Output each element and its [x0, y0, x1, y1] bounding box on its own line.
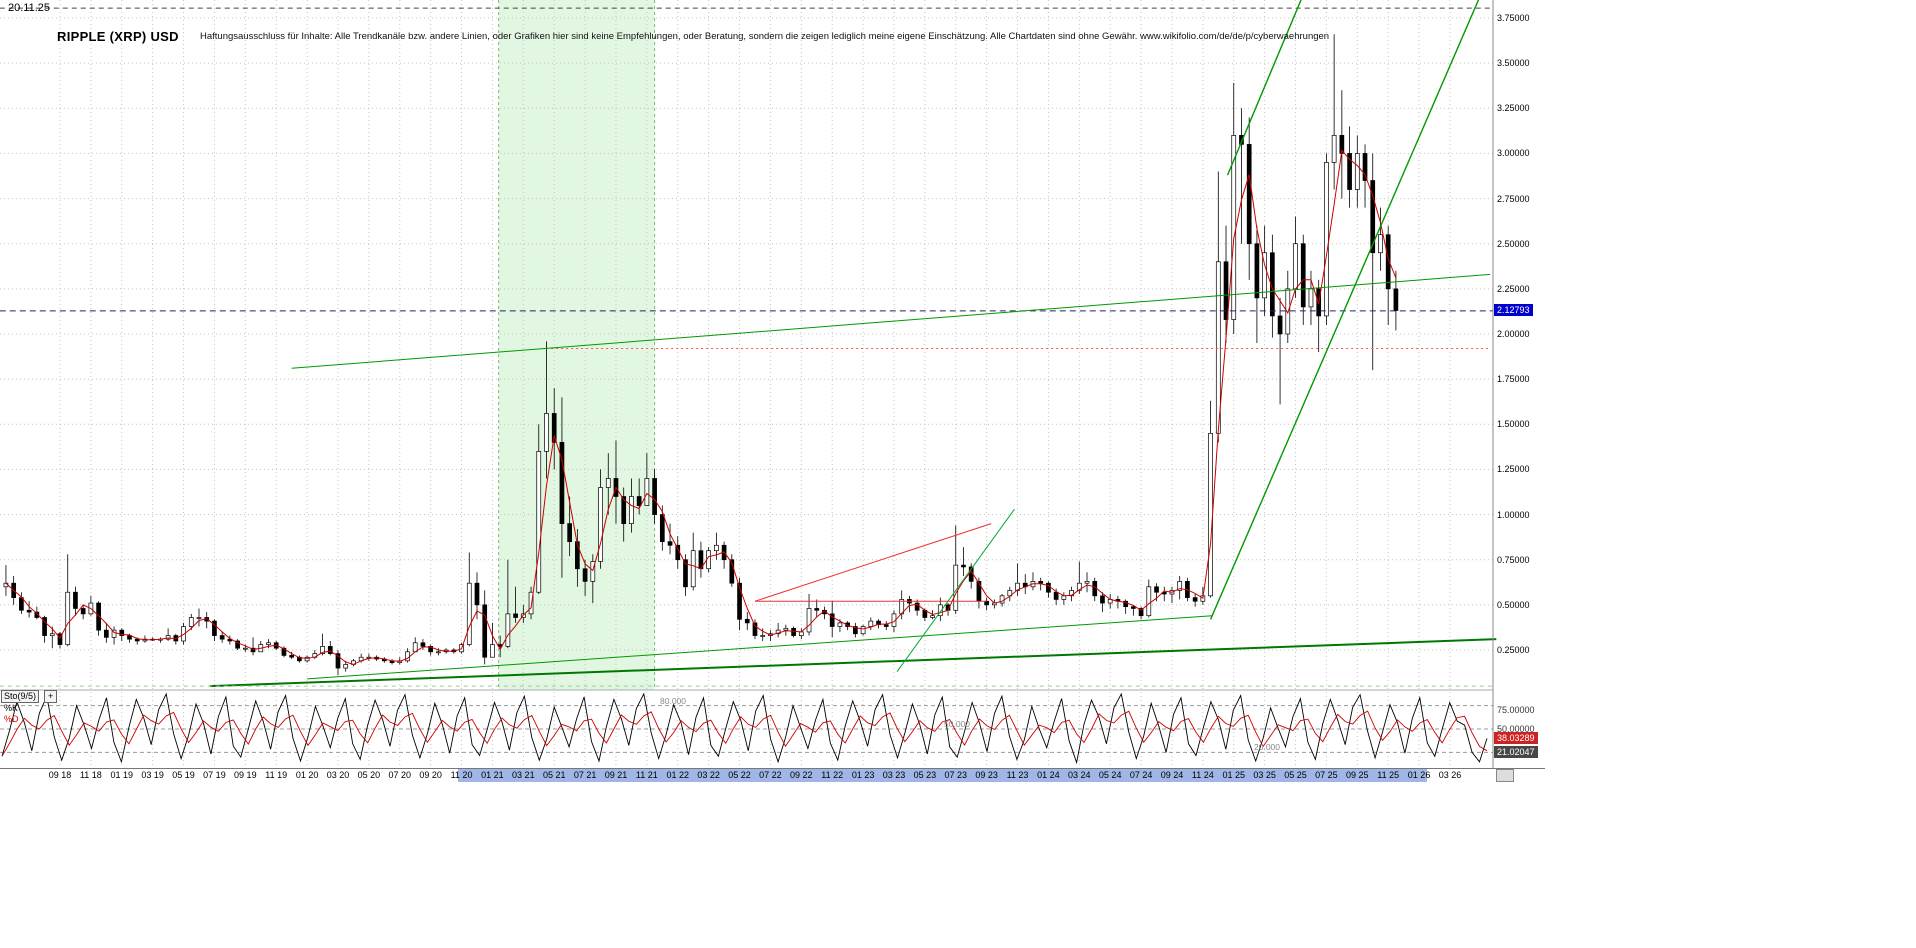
time-tick-label: 07 19	[203, 770, 226, 780]
annotation-fan-line	[896, 508, 1015, 672]
sto-d-value-badge: 21.02047	[1494, 745, 1538, 758]
annotation-support-major	[209, 638, 1497, 688]
sto-k-line	[1, 692, 1488, 765]
time-tick-label: 01 23	[851, 770, 875, 780]
candles	[3, 34, 1399, 676]
time-tick-label: 11 22	[821, 770, 844, 780]
time-tick-label: 03 24	[1068, 770, 1091, 780]
price-axis-label: 1.50000	[1497, 419, 1530, 430]
time-axis-highlight	[458, 769, 1427, 782]
annotation-channel-lower	[1209, 0, 1480, 620]
sto-level-lines	[0, 705, 1493, 753]
time-tick-label: 11 23	[1006, 770, 1029, 780]
time-tick-label: 09 24	[1160, 770, 1184, 780]
time-tick-label: 01 24	[1037, 770, 1060, 780]
sto-d-line	[1, 710, 1488, 757]
sto-right-label: 75.00000	[1497, 704, 1535, 715]
price-axis-label: 2.75000	[1497, 193, 1530, 204]
sto-d-label: %D	[4, 714, 19, 724]
price-axis-label: 2.25000	[1497, 283, 1530, 294]
time-tick-label: 05 22	[728, 770, 751, 780]
time-tick-label: 05 25	[1284, 770, 1307, 780]
time-tick-label: 05 24	[1098, 770, 1122, 780]
add-indicator-button[interactable]: +	[44, 690, 58, 703]
annotation-support-inner	[307, 615, 1213, 680]
time-tick-label: 07 25	[1315, 770, 1338, 780]
time-tick-label: 07 20	[388, 770, 412, 780]
annotation-channel-upper	[1226, 0, 1302, 176]
time-tick-label: 01 20	[295, 770, 319, 780]
price-axis-label: 0.25000	[1497, 645, 1530, 655]
time-tick-label: 05 21	[542, 770, 566, 780]
time-tick-label: 01 25	[1222, 770, 1245, 780]
stochastic-indicator-button[interactable]: Sto(9/5)	[1, 690, 40, 703]
disclaimer-text: Haftungsausschluss für Inhalte: Alle Tre…	[200, 31, 1330, 42]
time-axis[interactable]: 09 18 11 18 01 19 03 19 05 19 07 19 09 19 11 19…	[0, 768, 1545, 782]
trend-lines	[0, 0, 1497, 688]
sto-right-label: 50.00000	[1497, 724, 1535, 734]
time-tick-label: 05 20	[357, 770, 381, 780]
time-tick-label: 07 21	[573, 770, 597, 780]
price-axis-label: 1.75000	[1497, 374, 1530, 385]
time-tick-label: 01 26	[1407, 770, 1431, 780]
price-axis-label: 2.50000	[1497, 238, 1530, 249]
time-tick-label: 05 23	[913, 770, 937, 780]
chart-window: 20.11.25 RIPPLE (XRP) USD Haftungsaussch…	[0, 0, 1552, 783]
time-tick-label: 03 21	[512, 770, 535, 780]
time-tick-label: 07 24	[1129, 770, 1153, 780]
current-price-badge: 2.12793	[1494, 303, 1533, 316]
time-tick-label: 11 21	[635, 770, 658, 780]
annotation-rising-resistance	[291, 273, 1491, 369]
sto-k-label: %K	[4, 703, 19, 713]
price-axis[interactable]: 3.75000 3.50000 3.25000 3.00000 2.75000 2.500…	[1497, 0, 1552, 690]
time-tick-label: 01 22	[666, 770, 690, 780]
sto-level-label: 50.000	[944, 719, 970, 729]
time-tick-label: 09 20	[419, 770, 442, 780]
time-tick-label: 11 19	[265, 770, 288, 780]
time-tick-label: 09 22	[790, 770, 813, 780]
price-axis-label: 3.00000	[1497, 148, 1530, 159]
annotation-wedge-rising	[754, 523, 992, 602]
gridlines	[0, 0, 1493, 768]
time-tick-label: 03 22	[697, 770, 720, 780]
time-tick-label: 11 20	[450, 770, 473, 780]
time-tick-label: 09 19	[234, 770, 257, 780]
sto-k-value-badge: 38.03289	[1494, 732, 1538, 745]
price-axis-label: 2.00000	[1497, 329, 1530, 339]
time-tick-label: 09 21	[604, 770, 628, 780]
price-axis-label: 0.75000	[1497, 554, 1530, 565]
price-axis-label: 3.75000	[1497, 13, 1530, 23]
price-chart-canvas[interactable]	[0, 0, 1545, 783]
time-tick-label: 11 18	[79, 770, 102, 780]
chart-title: RIPPLE (XRP) USD	[57, 29, 179, 44]
time-tick-label: 03 26	[1438, 770, 1462, 780]
price-axis-label: 0.50000	[1497, 599, 1530, 610]
highlight-band	[498, 0, 656, 690]
price-axis-label: 1.00000	[1497, 509, 1530, 520]
time-tick-label: 01 19	[110, 770, 134, 780]
time-tick-label: 05 19	[172, 770, 195, 780]
time-tick-label: 03 19	[141, 770, 164, 780]
price-axis-label: 1.25000	[1497, 464, 1530, 475]
time-tick-label: 11 24	[1191, 770, 1214, 780]
time-tick-label: 09 23	[975, 770, 998, 780]
time-axis-corner-button[interactable]	[1496, 769, 1514, 782]
chart-timestamp: 20.11.25	[8, 2, 51, 14]
time-tick-label: 07 23	[944, 770, 968, 780]
price-axis-label: 3.50000	[1497, 58, 1530, 69]
time-tick-label: 03 20	[326, 770, 350, 780]
time-tick-label: 01 21	[481, 770, 504, 780]
price-axis-label: 3.25000	[1497, 103, 1530, 114]
sto-level-label: 80.000	[660, 695, 686, 706]
ma-line	[5, 149, 1397, 665]
time-tick-label: 11 25	[1377, 770, 1400, 780]
time-tick-label: 09 25	[1346, 770, 1369, 780]
time-tick-label: 09 18	[48, 770, 72, 780]
time-tick-label: 03 25	[1253, 770, 1276, 780]
time-tick-label: 07 22	[759, 770, 782, 780]
time-tick-label: 03 23	[882, 770, 906, 780]
sto-level-label: 20.000	[1254, 742, 1280, 753]
